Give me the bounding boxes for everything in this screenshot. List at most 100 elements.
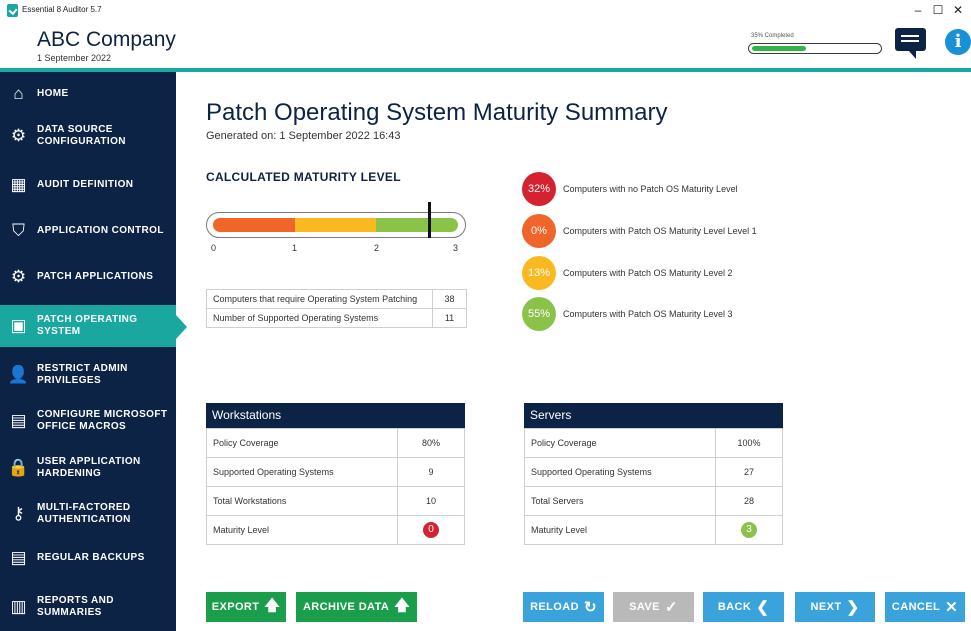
window-titlebar: Essential 8 Auditor 5.7 – ☐ ✕ <box>0 0 971 22</box>
next-label: NEXT <box>810 601 842 613</box>
sidebar-item-10[interactable]: ▤ REGULAR BACKUPS <box>0 537 176 579</box>
row-value-cell: 100% <box>715 428 783 458</box>
row-label: Total Servers <box>524 486 716 516</box>
legend-text: Computers with Patch OS Maturity Level 2 <box>563 268 733 278</box>
servers-title: Servers <box>524 403 783 428</box>
row-label: Total Workstations <box>206 486 398 516</box>
table-row: Total Workstations 10 <box>206 486 465 516</box>
reload-label: RELOAD <box>530 601 579 613</box>
cancel-button[interactable]: CANCEL ✕ <box>885 592 965 622</box>
lock-icon: 🔒 <box>7 458 30 477</box>
row-label: Maturity Level <box>206 515 398 545</box>
document-x-icon: ▤ <box>10 411 27 430</box>
table-row: Supported Operating Systems 27 <box>524 457 783 487</box>
sidebar-item-label: PATCH APPLICATIONS <box>37 271 154 282</box>
info-icon[interactable]: i <box>945 29 971 55</box>
row-label: Supported Operating Systems <box>524 457 716 487</box>
row-value-cell: 80% <box>397 428 465 458</box>
progress-label: 35% Completed <box>751 33 794 39</box>
active-indicator <box>176 315 187 339</box>
maximize-button[interactable]: ☐ <box>932 3 944 17</box>
row-label: Policy Coverage <box>206 428 398 458</box>
sidebar-item-11[interactable]: ▥ REPORTS AND SUMMARIES <box>0 586 176 628</box>
sidebar-item-label: PATCH OPERATING SYSTEM <box>37 314 138 337</box>
home-icon: ⌂ <box>13 84 24 103</box>
gauge-segment <box>294 218 377 232</box>
workstations-table: Policy Coverage 80% Supported Operating Sy… <box>206 428 465 545</box>
table-row: Policy Coverage 80% <box>206 428 465 458</box>
minimize-button[interactable]: – <box>914 3 922 17</box>
legend-item: 55% Computers with Patch OS Maturity Leve… <box>522 297 733 331</box>
legend-percent: 0% <box>522 214 556 248</box>
legend-percent: 55% <box>522 297 556 331</box>
save-label: SAVE <box>629 601 660 613</box>
legend-percent: 13% <box>522 256 556 290</box>
close-icon: ✕ <box>945 599 959 616</box>
maturity-badge: 0 <box>423 522 439 538</box>
table-row: Supported Operating Systems 9 <box>206 457 465 487</box>
key-icon: ⚷ <box>12 504 25 523</box>
servers-table: Policy Coverage 100% Supported Operating S… <box>524 428 783 545</box>
sidebar-item-label: DATA SOURCE CONFIGURATION <box>37 124 126 147</box>
grid-icon: ▦ <box>10 175 27 194</box>
sidebar-item-3[interactable]: ⛉ APPLICATION CONTROL <box>0 210 176 252</box>
app-logo-icon <box>7 4 18 17</box>
archive-data-button[interactable]: ARCHIVE DATA 🡅 <box>296 592 417 622</box>
sidebar-item-label: REPORTS AND SUMMARIES <box>37 595 114 618</box>
row-value-cell: 9 <box>397 457 465 487</box>
table-row: Total Servers 28 <box>524 486 783 516</box>
reload-button[interactable]: RELOAD ↻ <box>523 592 604 622</box>
row-value-cell: 10 <box>397 486 465 516</box>
sidebar-item-5[interactable]: ▣ PATCH OPERATING SYSTEM <box>0 305 187 347</box>
table-row: Maturity Level 0 <box>206 515 465 545</box>
chat-icon[interactable] <box>895 28 926 59</box>
row-label: Maturity Level <box>524 515 716 545</box>
users-icon: 👤 <box>7 365 30 384</box>
table-row: Computers that require Operating System … <box>206 289 467 309</box>
gear-icon: ⚙ <box>10 267 27 286</box>
sidebar-item-label: MULTI-FACTORED AUTHENTICATION <box>37 502 131 525</box>
table-row: Number of Supported Operating Systems 11 <box>206 308 467 328</box>
sidebar-item-label: USER APPLICATION HARDENING <box>37 456 141 479</box>
export-button[interactable]: EXPORT 🡅 <box>206 592 286 622</box>
chevron-right-icon: ❯ <box>846 599 860 616</box>
company-name: ABC Company <box>37 28 176 51</box>
back-label: BACK <box>717 601 752 613</box>
sidebar-item-2[interactable]: ▦ AUDIT DEFINITION <box>0 164 176 206</box>
next-button[interactable]: NEXT ❯ <box>795 592 875 622</box>
row-label: Supported Operating Systems <box>206 457 398 487</box>
window-title: Essential 8 Auditor 5.7 <box>22 5 102 14</box>
sidebar-item-0[interactable]: ⌂ HOME <box>0 73 176 115</box>
sidebar-item-1[interactable]: ⚙ DATA SOURCE CONFIGURATION <box>0 115 176 157</box>
arrow-up-icon: 🡅 <box>264 596 281 614</box>
row-value-cell: 27 <box>715 457 783 487</box>
sidebar-item-label: CONFIGURE MICROSOFT OFFICE MACROS <box>37 409 168 432</box>
sidebar-item-label: REGULAR BACKUPS <box>37 552 145 563</box>
sidebar-item-8[interactable]: 🔒 USER APPLICATION HARDENING <box>0 447 176 489</box>
sidebar-item-4[interactable]: ⚙ PATCH APPLICATIONS <box>0 256 176 298</box>
maturity-section-title: CALCULATED MATURITY LEVEL <box>206 170 401 184</box>
app-header: ABC Company 1 September 2022 35% Complet… <box>0 22 971 68</box>
maturity-gauge <box>206 202 466 238</box>
workstations-panel: Workstations Policy Coverage 80% Supported… <box>206 403 465 545</box>
gauge-tick-label: 2 <box>374 243 380 253</box>
chevron-left-icon: ❮ <box>756 599 770 616</box>
sidebar-item-label: APPLICATION CONTROL <box>37 225 164 236</box>
page-title: Patch Operating System Maturity Summary <box>206 99 668 126</box>
gauge-segment <box>376 218 458 232</box>
progress-bar <box>748 43 882 54</box>
close-window-button[interactable]: ✕ <box>952 3 964 17</box>
save-button[interactable]: SAVE ✓ <box>613 592 694 622</box>
header-date: 1 September 2022 <box>37 53 112 63</box>
sidebar-item-label: AUDIT DEFINITION <box>37 179 134 190</box>
server-icon: ▤ <box>10 548 27 567</box>
legend-text: Computers with Patch OS Maturity Level L… <box>563 226 757 236</box>
gauge-segment <box>213 218 295 232</box>
back-button[interactable]: BACK ❮ <box>703 592 784 622</box>
sidebar-item-9[interactable]: ⚷ MULTI-FACTORED AUTHENTICATION <box>0 493 176 535</box>
sidebar-item-6[interactable]: 👤 RESTRICT ADMIN PRIVILEGES <box>0 354 176 396</box>
check-icon: ✓ <box>664 599 678 616</box>
maturity-badge: 3 <box>741 522 757 538</box>
sidebar-item-7[interactable]: ▤ CONFIGURE MICROSOFT OFFICE MACROS <box>0 400 176 442</box>
report-icon: ▥ <box>10 597 27 616</box>
